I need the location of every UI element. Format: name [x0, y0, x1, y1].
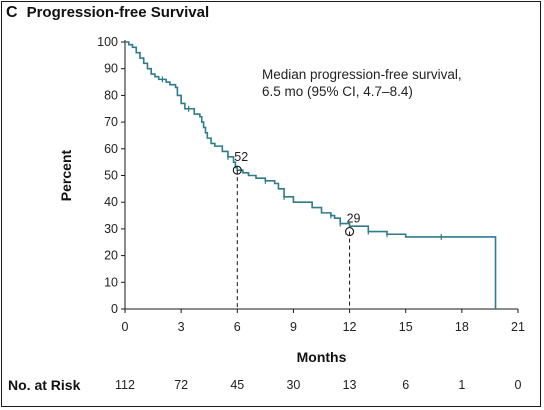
at-risk-title: No. at Risk	[8, 377, 81, 393]
x-tick-label: 9	[290, 320, 297, 334]
at-risk-value: 6	[402, 378, 410, 392]
annotation-line-1: Median progression-free survival,	[262, 67, 462, 82]
y-tick-label: 10	[104, 275, 118, 289]
x-tick-label: 6	[234, 320, 241, 334]
marker-label: 29	[347, 212, 361, 226]
y-tick-label: 20	[104, 249, 118, 263]
x-tick-label: 3	[178, 320, 185, 334]
panel-title: C Progression-free Survival	[6, 4, 209, 22]
y-tick-label: 40	[104, 195, 118, 209]
y-tick-label: 0	[111, 302, 118, 316]
annotation-line-2: 6.5 mo (95% CI, 4.7–8.4)	[262, 84, 413, 99]
panel-title-text: Progression-free Survival	[26, 4, 210, 21]
y-tick-label: 30	[104, 222, 118, 236]
x-tick-label: 12	[343, 320, 357, 334]
median-annotation: Median progression-free survival, 6.5 mo…	[262, 66, 462, 100]
panel-letter: C	[6, 4, 18, 21]
y-tick-label: 100	[97, 35, 118, 49]
x-tick-label: 0	[122, 320, 129, 334]
marker-circle	[345, 227, 355, 237]
y-tick-label: 50	[104, 169, 118, 183]
at-risk-value: 72	[174, 378, 189, 392]
y-tick-label: 60	[104, 142, 118, 156]
y-tick-label: 70	[104, 115, 118, 129]
at-risk-value: 13	[342, 378, 357, 392]
at-risk-value: 1	[458, 378, 466, 392]
at-risk-value: 0	[514, 378, 522, 392]
at-risk-value: 30	[286, 378, 301, 392]
at-risk-value: 45	[230, 378, 245, 392]
marker-circle	[232, 165, 242, 175]
x-tick-label: 21	[511, 320, 525, 334]
survival-curve	[125, 41, 497, 309]
x-tick-label: 18	[455, 320, 469, 334]
at-risk-value: 112	[115, 378, 135, 392]
y-axis-label: Percent	[58, 149, 74, 201]
marker-label: 52	[234, 150, 248, 164]
x-tick-label: 15	[399, 320, 413, 334]
x-axis-label: Months	[297, 349, 347, 365]
y-tick-label: 80	[104, 88, 118, 102]
y-tick-label: 90	[104, 62, 118, 76]
